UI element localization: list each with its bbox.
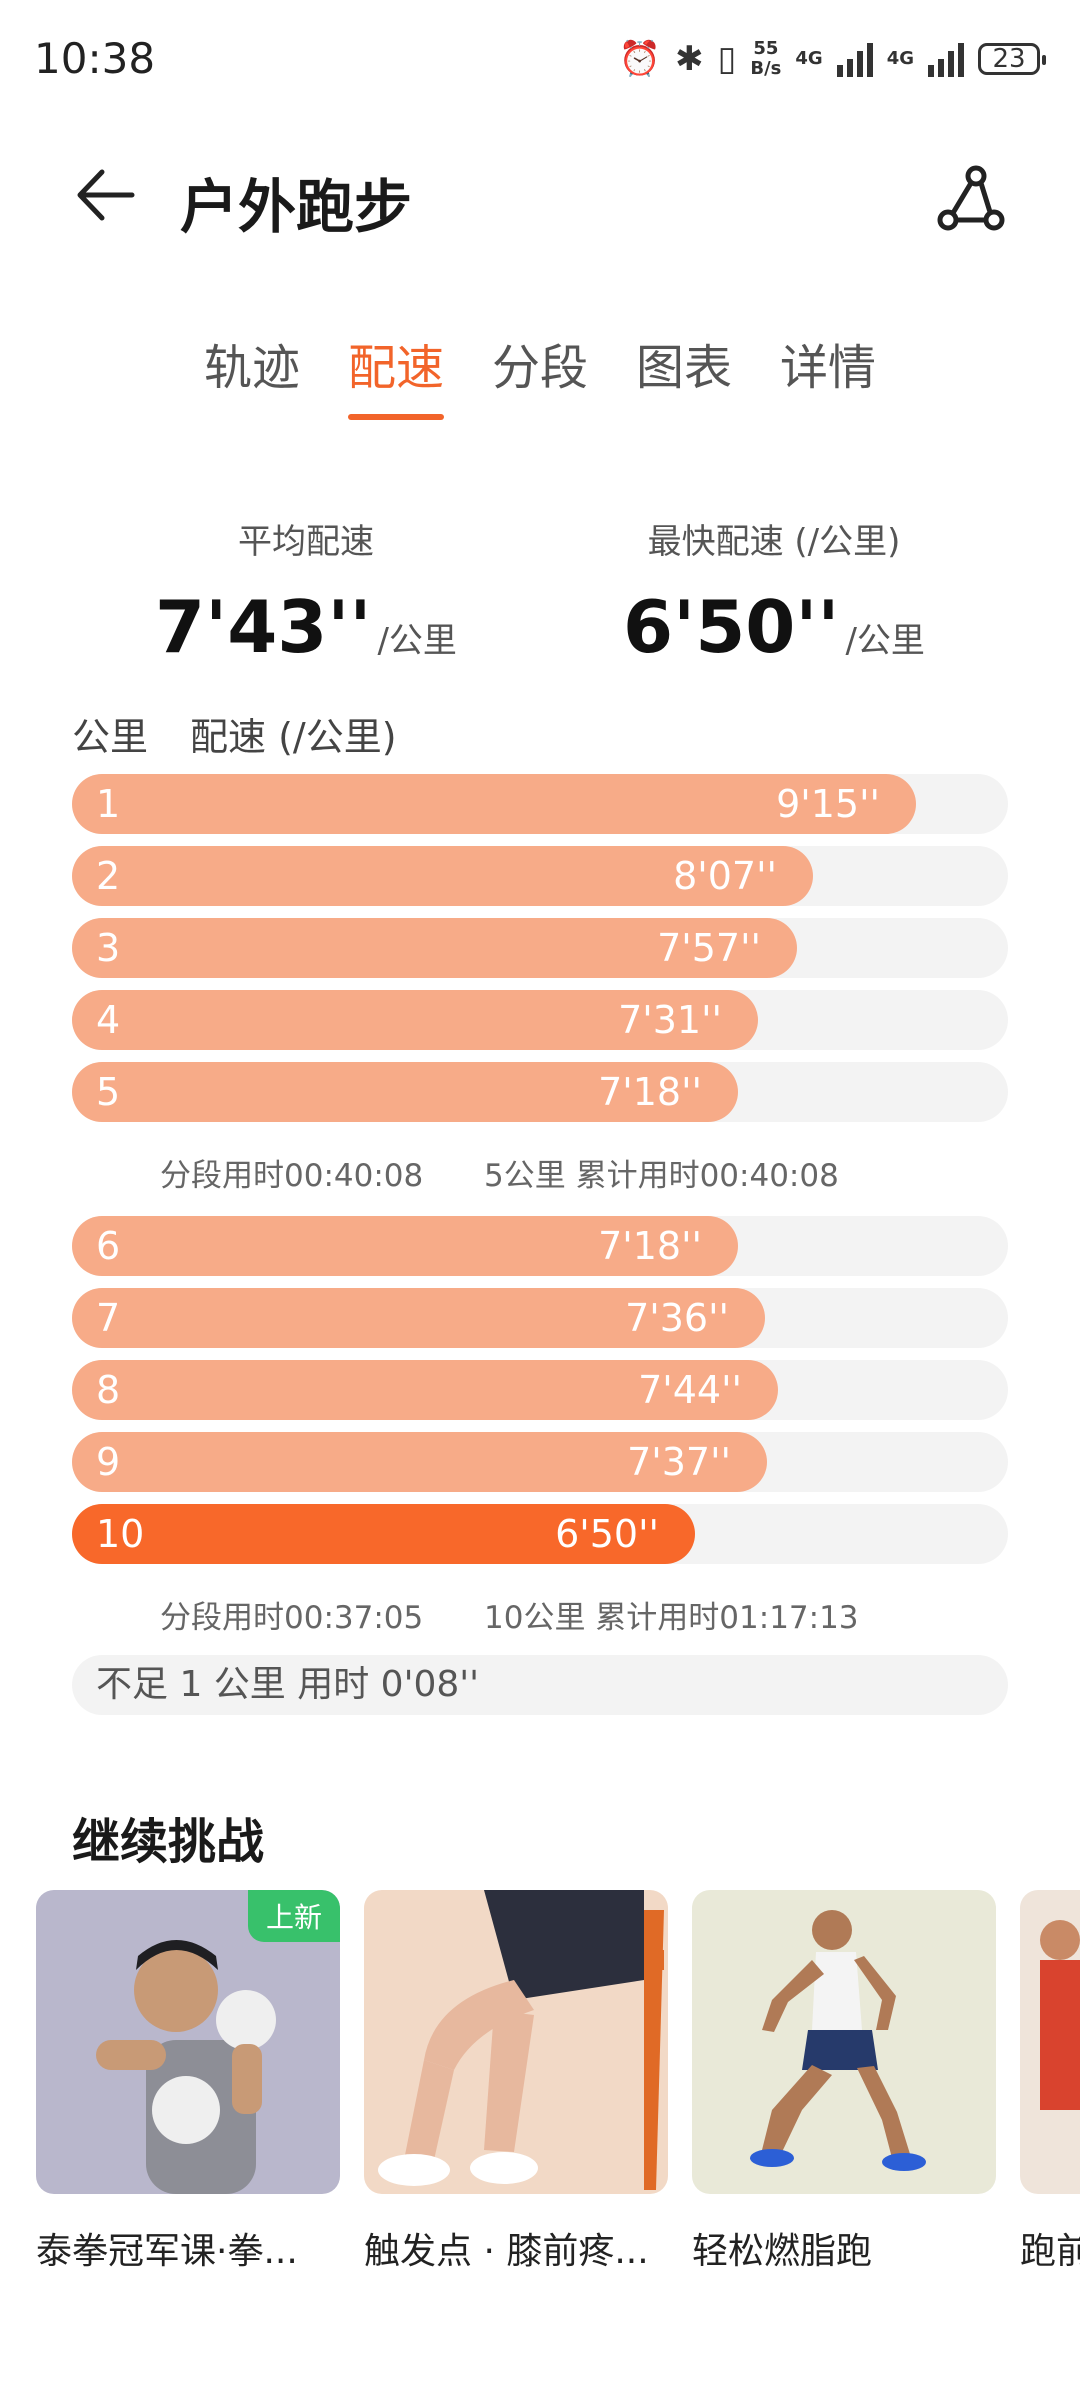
row-km: 2 (96, 854, 121, 898)
segment-split-time: 分段用时00:37:05 (160, 1600, 424, 1636)
row-km: 10 (96, 1512, 145, 1556)
column-pace: 配速 (/公里) (190, 715, 397, 759)
avg-pace-label: 平均配速 (238, 522, 374, 562)
avg-pace-unit: /公里 (377, 621, 457, 661)
course-title: 泰拳冠军课·拳... (36, 2231, 298, 2270)
row-km: 7 (96, 1296, 121, 1340)
bluetooth-icon: ✱ (675, 39, 704, 79)
segment-cumulative-time: 10公里 累计用时01:17:13 (484, 1600, 859, 1636)
row-pace: 7'36'' (625, 1296, 729, 1340)
course-thumbnail[interactable] (1020, 1890, 1080, 2194)
signal-icon (836, 41, 873, 77)
pace-row: 3 7'57'' (72, 918, 1008, 978)
pace-bar (72, 918, 797, 978)
row-km: 1 (96, 782, 121, 826)
page-title: 户外跑步 (180, 173, 413, 241)
row-km: 3 (96, 926, 121, 970)
row-km: 5 (96, 1070, 121, 1114)
segment-split-time: 分段用时00:40:08 (160, 1158, 424, 1194)
avg-pace-summary: 平均配速 7'43''/公里 (96, 514, 516, 669)
fastest-pace-label: 最快配速 (/公里) (647, 522, 901, 562)
course-title: 跑前 (1020, 2231, 1080, 2270)
signal-icon (928, 41, 964, 77)
fastest-pace-unit: /公里 (845, 621, 925, 661)
section-title: 继续挑战 (72, 1814, 265, 1870)
pace-bar (72, 1504, 695, 1564)
network-type-1: 4G (795, 48, 823, 69)
tab-segments[interactable]: 分段 (491, 340, 588, 396)
row-pace: 7'37'' (627, 1440, 731, 1484)
row-pace: 6'50'' (555, 1512, 659, 1556)
pace-row: 1 9'15'' (72, 774, 1008, 834)
network-speed: 55 B/s (750, 38, 782, 79)
fastest-pace-summary: 最快配速 (/公里) 6'50''/公里 (564, 514, 984, 669)
pace-row: 5 7'18'' (72, 1062, 1008, 1122)
fastest-pace-value: 6'50'' (623, 585, 840, 669)
course-title: 轻松燃脂跑 (692, 2231, 873, 2270)
row-km: 8 (96, 1368, 121, 1412)
vibrate-icon: ▯ (717, 39, 737, 79)
pace-bar (72, 1288, 765, 1348)
row-pace: 7'57'' (657, 926, 761, 970)
tab-pace[interactable]: 配速 (324, 328, 468, 420)
alarm-icon: ⏰ (618, 39, 662, 79)
remaining-distance-text: 不足 1 公里 用时 0'08'' (96, 1664, 480, 1705)
tab-track[interactable]: 轨迹 (203, 340, 300, 396)
row-km: 4 (96, 998, 121, 1042)
tab-bar: 轨迹 配速 分段 图表 详情 (0, 328, 1080, 420)
network-type-2: 4G (886, 48, 914, 69)
pace-row: 8 7'44'' (72, 1360, 1008, 1420)
tab-charts[interactable]: 图表 (635, 340, 732, 396)
column-km: 公里 (72, 715, 149, 759)
pace-bar (72, 846, 813, 906)
pace-bar (72, 1360, 778, 1420)
battery-icon: 23 (978, 43, 1046, 75)
row-pace: 7'44'' (638, 1368, 742, 1412)
course-card[interactable]: 触发点 · 膝前疼... (364, 1890, 668, 2270)
status-icons: ⏰ ✱ ▯ 55 B/s 4G 4G 23 (618, 34, 1046, 84)
pace-row: 2 8'07'' (72, 846, 1008, 906)
pace-bar (72, 1062, 738, 1122)
course-card[interactable]: 跑前 (1020, 1890, 1080, 2270)
new-badge: 上新 (247, 1890, 340, 1942)
course-thumbnail[interactable] (692, 1890, 996, 2194)
row-pace: 8'07'' (673, 854, 777, 898)
row-pace: 7'18'' (598, 1224, 702, 1268)
pace-bar (72, 1216, 738, 1276)
tab-details[interactable]: 详情 (779, 340, 876, 396)
pace-bar (72, 1432, 767, 1492)
pace-bar (72, 774, 916, 834)
back-arrow-icon[interactable] (72, 160, 142, 230)
pace-table-header: 公里 配速 (/公里) (72, 706, 397, 761)
course-thumbnail[interactable] (364, 1890, 668, 2194)
course-card[interactable]: 轻松燃脂跑 (692, 1890, 996, 2270)
row-pace: 9'15'' (776, 782, 880, 826)
course-thumbnail[interactable]: 上新 (36, 1890, 340, 2194)
pace-bar (72, 990, 758, 1050)
pace-row: 4 7'31'' (72, 990, 1008, 1050)
status-time: 10:38 (34, 34, 156, 83)
course-card[interactable]: 上新 泰拳冠军课·拳... (36, 1890, 340, 2270)
share-icon[interactable] (936, 164, 1006, 234)
remaining-distance-row: 不足 1 公里 用时 0'08'' (72, 1655, 1008, 1715)
row-pace: 7'31'' (618, 998, 722, 1042)
pace-row: 6 7'18'' (72, 1216, 1008, 1276)
row-pace: 7'18'' (598, 1070, 702, 1114)
pace-row: 10 6'50'' (72, 1504, 1008, 1564)
avg-pace-value: 7'43'' (155, 585, 372, 669)
course-carousel[interactable]: 上新 泰拳冠军课·拳... 触发点 · 膝前疼... (36, 1890, 1080, 2270)
row-km: 9 (96, 1440, 121, 1484)
pace-row: 9 7'37'' (72, 1432, 1008, 1492)
course-title: 触发点 · 膝前疼... (364, 2231, 649, 2270)
pace-row: 7 7'36'' (72, 1288, 1008, 1348)
row-km: 6 (96, 1224, 121, 1268)
status-bar: 10:38 ⏰ ✱ ▯ 55 B/s 4G 4G 23 (0, 0, 1080, 120)
segment-cumulative-time: 5公里 累计用时00:40:08 (484, 1158, 839, 1194)
